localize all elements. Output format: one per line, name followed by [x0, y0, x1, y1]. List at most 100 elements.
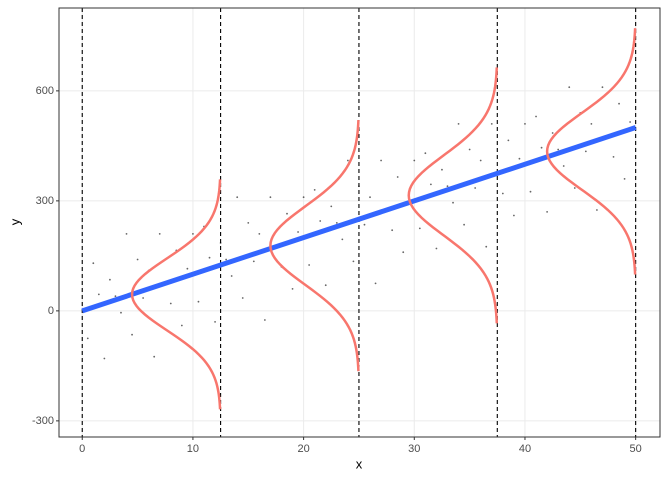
point — [479, 159, 482, 162]
density-curve — [130, 179, 222, 410]
point — [297, 231, 299, 233]
point — [236, 196, 239, 199]
point — [424, 152, 427, 155]
point — [103, 357, 106, 360]
point — [507, 139, 510, 142]
point — [252, 260, 255, 263]
point — [263, 319, 266, 321]
point — [197, 300, 200, 303]
point — [169, 302, 172, 305]
point — [180, 324, 183, 327]
point — [457, 122, 460, 125]
x-axis-title: x — [356, 456, 363, 471]
point — [629, 121, 632, 123]
panel-border — [58, 7, 661, 438]
point — [335, 221, 338, 224]
point — [529, 190, 532, 193]
fit-line — [81, 125, 637, 314]
point — [540, 146, 543, 149]
point — [535, 115, 537, 118]
point — [557, 148, 560, 151]
point — [418, 227, 421, 230]
point — [291, 287, 294, 290]
point — [518, 157, 521, 160]
point — [584, 150, 587, 153]
point — [153, 355, 156, 358]
point — [468, 148, 471, 151]
point — [97, 293, 100, 296]
point — [612, 155, 615, 158]
point — [363, 223, 366, 226]
point — [269, 196, 272, 199]
point — [590, 122, 593, 125]
point — [324, 284, 327, 287]
point — [225, 258, 228, 261]
x-tick-label: 30 — [408, 443, 420, 455]
point — [313, 188, 316, 191]
point — [474, 187, 477, 189]
point — [429, 183, 432, 186]
point — [120, 311, 122, 314]
point — [302, 196, 305, 199]
point — [286, 212, 288, 215]
point — [402, 251, 405, 254]
point — [485, 245, 488, 248]
point — [346, 159, 349, 162]
point — [601, 86, 604, 89]
x-tick-label: 0 — [79, 443, 85, 455]
point — [435, 247, 438, 250]
y-axis-title: y — [7, 218, 22, 225]
point — [524, 122, 526, 125]
point — [208, 256, 211, 259]
point — [109, 278, 111, 281]
y-tick-label: 600 — [36, 85, 54, 97]
point — [396, 176, 399, 178]
point — [413, 159, 416, 162]
point — [446, 185, 449, 188]
point — [92, 262, 95, 265]
point — [452, 201, 454, 204]
y-tick-label: 0 — [48, 305, 54, 317]
point — [308, 264, 311, 266]
point — [380, 159, 382, 162]
point — [352, 260, 355, 263]
point — [441, 168, 443, 171]
point — [490, 122, 493, 125]
point — [330, 205, 333, 208]
x-tick-label: 40 — [519, 443, 531, 455]
point — [192, 232, 194, 235]
density-curve — [407, 67, 499, 324]
point — [513, 214, 515, 217]
point — [573, 187, 576, 189]
point — [463, 223, 465, 226]
point — [86, 337, 89, 340]
point — [623, 177, 626, 180]
point — [618, 102, 620, 105]
point — [114, 295, 117, 298]
point — [142, 297, 145, 299]
x-tick-label: 20 — [297, 443, 309, 455]
point — [551, 132, 554, 134]
point — [369, 196, 371, 199]
point — [319, 220, 322, 222]
point — [214, 320, 216, 323]
point — [241, 297, 244, 299]
point — [131, 333, 133, 336]
point — [568, 86, 571, 89]
point — [258, 232, 261, 235]
density-curve — [269, 119, 360, 372]
density-curve — [545, 28, 637, 275]
point — [230, 275, 233, 277]
point — [391, 229, 394, 232]
point — [136, 258, 139, 261]
x-tick-label: 50 — [630, 443, 642, 455]
y-tick-label: 300 — [36, 195, 54, 207]
point — [374, 282, 377, 285]
point — [341, 238, 344, 241]
point — [562, 165, 565, 167]
point — [186, 267, 189, 270]
point — [125, 232, 128, 235]
y-tick-label: -300 — [32, 415, 54, 427]
point — [546, 210, 549, 213]
